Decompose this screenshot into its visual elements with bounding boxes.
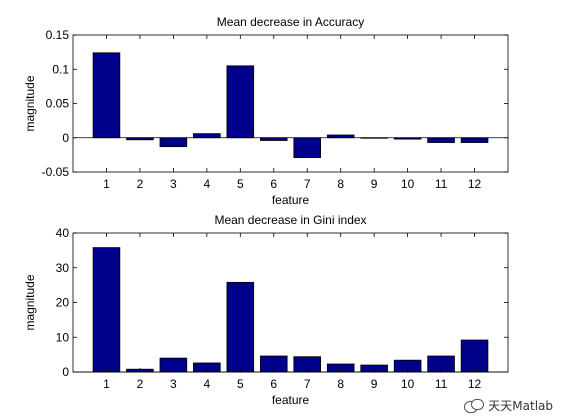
bar <box>460 137 489 143</box>
x-tick-label: 11 <box>435 377 448 391</box>
x-tick-label: 5 <box>237 377 244 391</box>
bar <box>193 133 221 139</box>
y-tick-label: 0.15 <box>46 28 70 42</box>
x-tick-label: 7 <box>304 177 311 191</box>
y-tick-label: 0.05 <box>46 97 70 111</box>
x-tick-label: 10 <box>401 177 415 191</box>
x-tick-label: 3 <box>170 177 177 191</box>
y-tick-label: 0 <box>62 131 69 145</box>
x-tick-label: 4 <box>204 177 211 191</box>
x-tick-label: 4 <box>204 377 211 391</box>
wechat-icon <box>464 398 485 413</box>
x-tick-label: 10 <box>401 377 415 391</box>
y-tick-label: 0.1 <box>52 62 69 76</box>
x-tick-label: 2 <box>137 177 144 191</box>
chart-title: Mean decrease in Accuracy <box>217 15 364 29</box>
x-tick-label: 8 <box>337 177 344 191</box>
y-axis-label: magnitude <box>23 75 37 131</box>
bar <box>226 65 255 139</box>
x-tick-label: 6 <box>270 377 277 391</box>
watermark: 天天Matlab <box>464 397 553 414</box>
x-tick-label: 7 <box>304 377 311 391</box>
bar <box>259 137 288 141</box>
x-tick-label: 12 <box>468 377 482 391</box>
x-tick-label: 5 <box>237 177 244 191</box>
x-tick-label: 6 <box>270 177 277 191</box>
y-tick-label: 30 <box>56 261 70 275</box>
y-tick-label: 0 <box>62 365 69 379</box>
x-tick-label: 2 <box>137 377 144 391</box>
plot-area <box>72 34 509 173</box>
chart-title: Mean decrease in Gini index <box>214 213 366 227</box>
bar <box>293 137 322 159</box>
bar <box>226 281 255 373</box>
bar <box>159 137 188 148</box>
x-tick-label: 1 <box>103 177 110 191</box>
x-tick-label: 9 <box>371 177 378 191</box>
y-tick-label: 20 <box>56 296 70 310</box>
x-axis-label: feature <box>272 193 310 207</box>
x-tick-label: 1 <box>103 377 110 391</box>
bar <box>92 247 121 373</box>
watermark-text: 天天Matlab <box>488 399 553 413</box>
y-tick-label: -0.05 <box>42 165 70 179</box>
x-axis-label: feature <box>272 393 310 407</box>
x-tick-label: 11 <box>435 177 448 191</box>
bar <box>427 137 455 143</box>
bar <box>326 134 355 139</box>
x-tick-label: 9 <box>371 377 378 391</box>
x-tick-label: 3 <box>170 377 177 391</box>
y-tick-label: 10 <box>56 330 70 344</box>
bar <box>460 339 489 373</box>
bar <box>92 52 121 139</box>
x-tick-label: 8 <box>337 377 344 391</box>
y-axis-label: magnitude <box>23 274 37 330</box>
y-tick-label: 40 <box>56 226 70 240</box>
plot-area <box>72 232 509 373</box>
x-tick-label: 12 <box>468 177 482 191</box>
